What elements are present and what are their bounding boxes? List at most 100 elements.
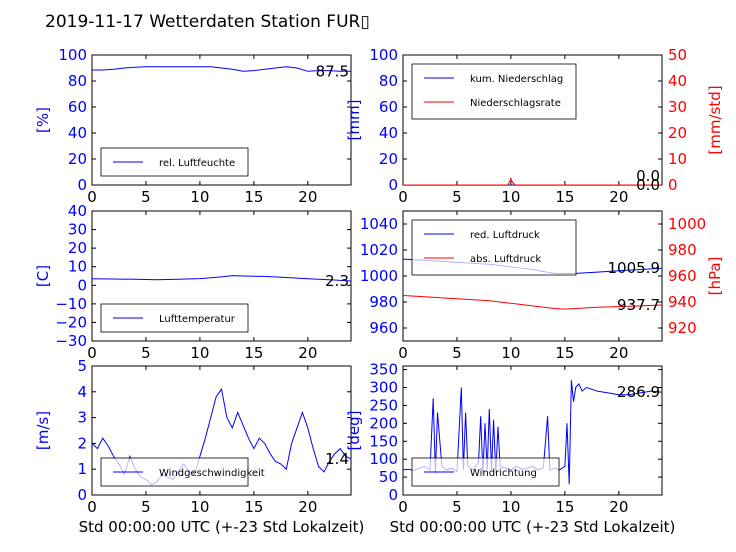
- y2-tick-label: 10: [668, 150, 687, 168]
- x-tick-label: 0: [398, 344, 408, 362]
- x-tick-label: 5: [141, 188, 151, 206]
- y-axis-label: [deg]: [345, 411, 363, 451]
- y2-axis-label: [hPa]: [706, 257, 724, 296]
- y-tick-label: 960: [369, 319, 398, 337]
- x-tick-label: 10: [501, 188, 520, 206]
- y-tick-label: 60: [379, 98, 398, 116]
- x-tick-label: 0: [87, 498, 97, 516]
- legend-label: Lufttemperatur: [159, 314, 236, 325]
- y2-axis-label: [mm/std]: [706, 85, 724, 154]
- x-tick-label: 15: [244, 498, 263, 516]
- x-tick-label: 10: [190, 498, 209, 516]
- x-axis-label: Std 00:00:00 UTC (+-23 Std Lokalzeit): [79, 518, 365, 536]
- y2-tick-label: 20: [668, 124, 687, 142]
- y-tick-label: 1: [77, 460, 87, 478]
- y2-tick-label: 920: [668, 319, 697, 337]
- x-tick-label: 20: [298, 498, 317, 516]
- y2-tick-label: 1000: [668, 215, 706, 233]
- x-tick-label: 15: [555, 344, 574, 362]
- y2-tick-label: 50: [668, 46, 687, 64]
- x-tick-label: 0: [87, 188, 97, 206]
- x-axis-label: Std 00:00:00 UTC (+-23 Std Lokalzeit): [390, 518, 676, 536]
- y-tick-label: 80: [68, 72, 87, 90]
- x-tick-label: 10: [501, 498, 520, 516]
- x-tick-label: 5: [452, 344, 462, 362]
- x-tick-label: 15: [555, 188, 574, 206]
- legend-label: Niederschlagsrate: [470, 98, 561, 109]
- x-tick-label: 0: [398, 498, 408, 516]
- x-tick-label: 20: [609, 344, 628, 362]
- y-tick-label: −10: [55, 295, 87, 313]
- legend-label: Windgeschwindigkeit: [159, 468, 265, 479]
- x-tick-label: 0: [398, 188, 408, 206]
- x-tick-label: 5: [141, 498, 151, 516]
- y-tick-label: 1040: [360, 215, 398, 233]
- x-tick-label: 5: [452, 498, 462, 516]
- chart-top-right: 0 5 10 15 20 0 20 40 60 80 100 0 10 20 30 40 50 [mm] [mm/s…: [345, 46, 724, 206]
- y-tick-label: 100: [369, 46, 398, 64]
- x-tick-label: 5: [452, 188, 462, 206]
- y-axis-label: [%]: [34, 107, 52, 133]
- plot-frame: [91, 54, 352, 186]
- y-tick-label: 100: [58, 46, 87, 64]
- legend-label: abs. Luftdruck: [470, 254, 541, 265]
- y-tick-label: 4: [77, 383, 87, 401]
- chart-middle-left: 0 5 10 15 20−30−20−10010203040[C]Lufttempera…: [34, 202, 352, 362]
- value-label-2: 0.0: [636, 167, 660, 185]
- y-tick-label: −30: [55, 332, 87, 350]
- y-tick-label: 1020: [360, 241, 398, 259]
- legend-label: kum. Niederschlag: [470, 74, 563, 85]
- plot-frame: [91, 365, 352, 496]
- y2-tick-label: 980: [668, 241, 697, 259]
- x-tick-label: 0: [87, 344, 97, 362]
- y-tick-label: 0: [77, 176, 87, 194]
- chart-bottom-left: 0 5 10 15 20 0 1 2 3 4 5 [m/s] Std 00:00:00 UTC (+-2…: [34, 357, 364, 536]
- y-tick-label: 40: [68, 124, 87, 142]
- x-tick-label: 15: [244, 344, 263, 362]
- y-tick-label: 5: [77, 357, 87, 375]
- series-line: [403, 295, 662, 310]
- y-tick-label: 100: [369, 450, 398, 468]
- series-line: [92, 275, 351, 282]
- y2-tick-label: 960: [668, 267, 697, 285]
- y-tick-label: −20: [55, 313, 87, 331]
- value-label: 2.3: [325, 272, 349, 290]
- series-line: [92, 66, 351, 72]
- value-label: 1005.9: [608, 259, 661, 277]
- value-label: 0.0: [636, 176, 660, 194]
- y2-tick-label: 30: [668, 98, 687, 116]
- chart-middle-right: 0 5 10 15 20 960 980 1000 1020 1040 920 940 960 980 10…: [360, 210, 724, 362]
- y-tick-label: 1000: [360, 267, 398, 285]
- y-tick-label: 980: [369, 293, 398, 311]
- x-tick-label: 5: [141, 344, 151, 362]
- x-tick-label: 20: [298, 188, 317, 206]
- y2-tick-label: 40: [668, 72, 687, 90]
- y-axis-label: [m/s]: [34, 411, 52, 450]
- y-tick-label: 30: [68, 221, 87, 239]
- y-tick-label: 0: [388, 176, 398, 194]
- x-tick-label: 10: [501, 344, 520, 362]
- y-tick-label: 20: [379, 150, 398, 168]
- y-tick-label: 0: [77, 486, 87, 504]
- plot-frame: [91, 210, 352, 342]
- y-tick-label: 60: [68, 98, 87, 116]
- y-axis-label: [mm]: [345, 100, 363, 141]
- y-tick-label: 2: [77, 434, 87, 452]
- value-label: 1.4: [325, 450, 349, 468]
- y-tick-label: 20: [68, 239, 87, 257]
- y-tick-label: 40: [379, 124, 398, 142]
- legend-label: red. Luftdruck: [470, 230, 540, 241]
- y-tick-label: 350: [369, 361, 398, 379]
- x-tick-label: 15: [555, 498, 574, 516]
- y-tick-label: 150: [369, 432, 398, 450]
- legend-label: Windrichtung: [470, 468, 537, 479]
- y-tick-label: 80: [379, 72, 398, 90]
- x-tick-label: 10: [190, 344, 209, 362]
- y-tick-label: 250: [369, 396, 398, 414]
- x-tick-label: 20: [298, 344, 317, 362]
- y-tick-label: 40: [68, 202, 87, 220]
- x-tick-label: 20: [609, 188, 628, 206]
- value-label-2: 937.7: [617, 296, 660, 314]
